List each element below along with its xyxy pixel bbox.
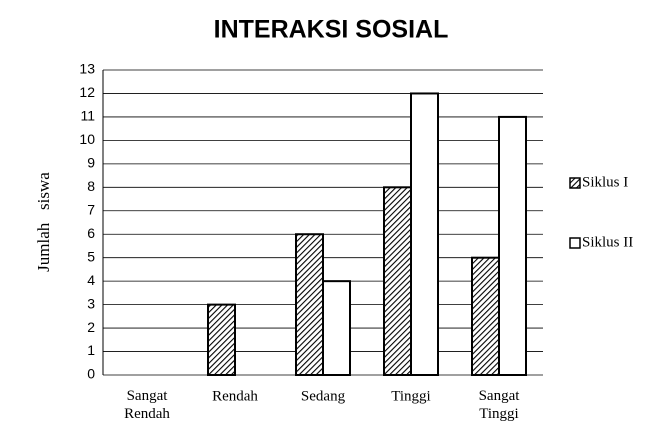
- y-tick-label: 12: [79, 84, 95, 100]
- y-tick-label: 9: [87, 155, 95, 171]
- bar: [207, 303, 236, 376]
- x-tick-label: Sedang: [301, 388, 346, 404]
- y-tick-label: 13: [79, 61, 95, 77]
- x-tick-label: Rendah: [212, 388, 258, 404]
- x-tick-label: Tinggi: [391, 388, 430, 404]
- legend-label: Siklus I: [582, 174, 628, 190]
- y-tick-label: 7: [87, 201, 95, 217]
- y-tick-label: 11: [80, 108, 95, 124]
- x-tick-label: Sangat Tinggi: [479, 388, 521, 422]
- y-tick-label: 5: [87, 248, 95, 264]
- y-tick-label: 1: [87, 342, 95, 358]
- bar: [383, 186, 412, 376]
- bar: [471, 256, 500, 377]
- x-tick-label: Sangat Rendah: [124, 388, 170, 422]
- bar: [498, 115, 527, 377]
- y-tick-label: 3: [87, 295, 95, 311]
- legend-label: Siklus II: [582, 234, 633, 250]
- y-axis-label: Jumlah siswa: [34, 172, 53, 272]
- bar: [322, 280, 351, 376]
- y-tick-label: 10: [79, 131, 95, 147]
- bar: [295, 233, 324, 376]
- y-tick-label: 2: [87, 319, 95, 335]
- y-tick-label: 8: [87, 178, 95, 194]
- y-tick-label: 4: [87, 272, 95, 288]
- legend-marker: [569, 177, 581, 189]
- chart-title: INTERAKSI SOSIAL: [214, 16, 449, 44]
- bar: [410, 92, 439, 376]
- y-tick-label: 6: [87, 225, 95, 241]
- legend-marker: [569, 237, 581, 249]
- y-tick-label: 0: [87, 366, 95, 382]
